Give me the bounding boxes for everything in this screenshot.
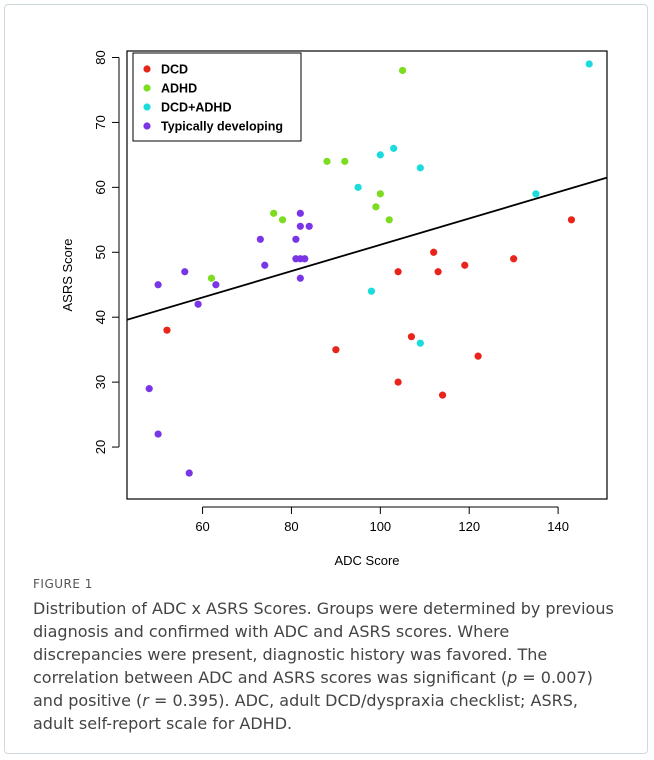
y-axis-title: ASRS Score	[60, 239, 75, 312]
x-tick-label: 80	[284, 519, 298, 534]
y-tick-label: 70	[93, 115, 108, 129]
data-point	[585, 60, 593, 68]
data-point	[323, 157, 331, 165]
x-tick-label: 120	[458, 519, 480, 534]
y-tick-label: 60	[93, 180, 108, 194]
data-point	[567, 216, 576, 224]
data-point	[394, 268, 402, 276]
data-point	[398, 66, 407, 75]
data-point	[163, 326, 171, 334]
data-point	[181, 268, 189, 276]
data-point	[376, 151, 384, 159]
y-tick-label: 80	[93, 50, 108, 64]
data-point	[367, 287, 376, 295]
data-point	[372, 203, 380, 211]
x-axis-title: ADC Score	[334, 553, 399, 568]
figure-label: FIGURE 1	[33, 577, 93, 591]
legend-marker	[143, 103, 151, 111]
scatter-chart: 60 80 100 120 140 20 30 40 50 60 70 80 ADC Score ASRS…	[60, 50, 608, 568]
data-point	[296, 274, 304, 282]
data-point	[296, 209, 304, 217]
legend-label: DCD+ADHD	[161, 101, 232, 115]
data-point	[212, 281, 220, 289]
legend-box	[132, 52, 302, 142]
data-point	[154, 430, 162, 438]
data-point	[407, 333, 416, 341]
y-tick-label: 30	[93, 375, 108, 389]
caption-p-symbol: p	[507, 668, 518, 687]
figure-caption: Distribution of ADC x ASRS Scores. Group…	[33, 597, 618, 735]
caption-text-2: = 0.007) and positive (	[33, 668, 593, 710]
figure-card: 60 80 100 120 140 20 30 40 50 60 70 80 ADC Score ASRS…	[4, 4, 648, 754]
data-point	[461, 261, 469, 269]
caption-r-symbol: r	[142, 691, 149, 710]
caption-text-1: Distribution of ADC x ASRS Scores. Group…	[33, 599, 614, 687]
data-point	[532, 190, 540, 198]
data-point	[430, 248, 438, 256]
x-tick-label: 100	[369, 519, 391, 534]
data-point	[301, 255, 309, 263]
legend-marker	[143, 84, 151, 92]
legend-label: ADHD	[161, 82, 197, 96]
data-point	[376, 190, 384, 198]
x-tick-label: 140	[547, 519, 569, 534]
data-point	[354, 183, 362, 191]
y-tick-label: 50	[93, 245, 108, 259]
legend-marker	[143, 65, 151, 73]
plot-frame	[126, 50, 608, 500]
legend-marker	[143, 122, 151, 130]
data-point	[341, 157, 349, 165]
data-point	[207, 274, 216, 282]
data-point	[292, 235, 300, 243]
data-point	[416, 339, 424, 347]
data-point	[390, 144, 398, 152]
x-tick-label: 60	[195, 519, 209, 534]
data-point	[270, 209, 278, 217]
data-point	[434, 268, 442, 276]
data-point	[510, 255, 518, 263]
data-point	[185, 469, 193, 477]
data-point	[394, 378, 402, 386]
data-point	[296, 222, 304, 230]
data-point	[154, 281, 162, 289]
data-point	[416, 164, 424, 172]
y-tick-label: 20	[93, 440, 108, 454]
data-point	[145, 385, 153, 393]
regression-line	[126, 176, 608, 321]
data-point	[261, 261, 269, 269]
data-point	[438, 391, 447, 399]
y-tick-label: 40	[93, 310, 108, 324]
data-point	[385, 216, 393, 224]
legend-label: DCD	[161, 63, 188, 77]
data-point	[194, 300, 202, 308]
data-point	[305, 222, 313, 230]
data-point	[278, 216, 287, 224]
caption-text-3: = 0.395). ADC, adult DCD/dyspraxia check…	[33, 691, 578, 733]
data-point	[256, 235, 264, 243]
data-point	[332, 346, 340, 354]
legend-label: Typically developing	[161, 120, 283, 134]
data-point	[474, 352, 482, 360]
